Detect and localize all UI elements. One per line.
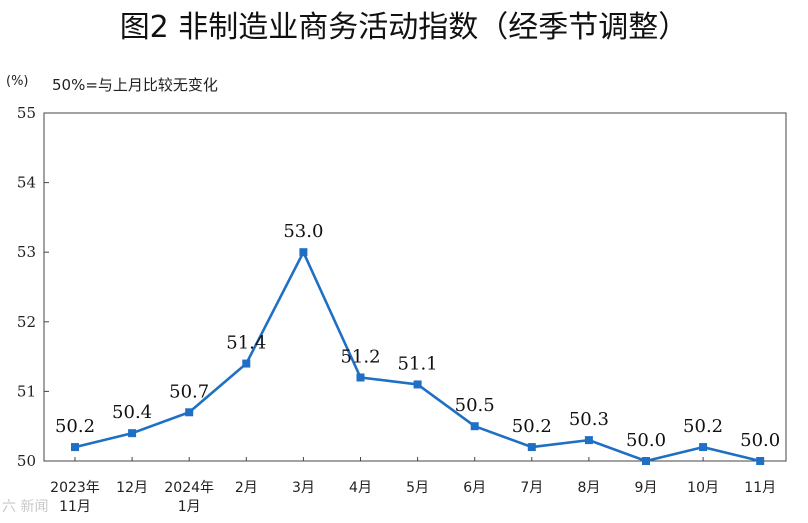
data-point-marker <box>413 380 422 389</box>
x-tick-label: 2023年 <box>50 480 100 496</box>
y-tick-label: 51 <box>17 382 36 400</box>
data-label: 50.4 <box>112 402 152 423</box>
data-label: 50.2 <box>55 416 95 437</box>
data-point-marker <box>71 443 79 452</box>
x-tick-label: 11月 <box>59 499 91 515</box>
data-labels: 50.2 50.4 50.7 51.4 53.0 51.2 51.1 50.5 50.2 50.3… <box>55 221 780 451</box>
chart-title: 图2 非制造业商务活动指数（经季节调整） <box>119 10 689 45</box>
y-tick-label: 50 <box>17 452 36 470</box>
data-point-marker <box>699 443 708 452</box>
x-tick-label: 5月 <box>406 480 429 496</box>
y-tick-label: 53 <box>17 243 36 261</box>
x-axis: 2023年 11月 12月 2024年 1月 2月 3月 4月 5月 6月 7月 8月 9月 10月 11月 <box>50 457 776 515</box>
y-tick-label: 54 <box>17 174 36 192</box>
x-tick-label: 6月 <box>463 480 486 496</box>
x-tick-label: 8月 <box>577 480 600 496</box>
data-point-marker <box>470 422 479 431</box>
x-tick-label: 9月 <box>635 480 658 496</box>
x-tick-label: 12月 <box>116 480 148 496</box>
series-markers <box>71 248 765 465</box>
x-tick-label: 2月 <box>235 480 258 496</box>
data-label: 51.1 <box>398 353 438 374</box>
data-label: 50.5 <box>455 395 495 416</box>
x-tick-label: 7月 <box>520 480 543 496</box>
data-label: 51.4 <box>226 333 266 354</box>
data-label: 50.7 <box>169 381 209 402</box>
data-point-marker <box>185 408 194 417</box>
data-point-marker <box>299 248 308 257</box>
y-axis-unit: (%) <box>6 74 29 89</box>
watermark-logo: 六 新闻 <box>2 499 49 515</box>
y-tick-label: 52 <box>17 313 36 331</box>
x-tick-label: 3月 <box>292 480 315 496</box>
y-axis: 50 51 52 53 54 55 <box>17 104 49 470</box>
x-tick-label: 4月 <box>349 480 372 496</box>
data-label: 50.0 <box>626 430 666 451</box>
data-label: 50.0 <box>740 430 780 451</box>
data-point-marker <box>756 457 765 465</box>
data-label: 50.2 <box>683 416 723 437</box>
x-tick-label: 2024年 <box>164 480 214 496</box>
reference-note: 50%=与上月比较无变化 <box>52 76 218 94</box>
data-point-marker <box>242 359 251 368</box>
plot-area <box>43 112 787 462</box>
x-tick-label: 11月 <box>744 480 776 496</box>
x-tick-label: 1月 <box>178 499 201 515</box>
data-point-marker <box>642 457 650 465</box>
y-tick-label: 55 <box>17 104 36 122</box>
data-point-marker <box>527 443 536 452</box>
data-point-marker <box>584 436 593 445</box>
data-point-marker <box>356 373 365 382</box>
x-tick-label: 10月 <box>687 480 719 496</box>
data-label: 51.2 <box>340 346 380 367</box>
data-label: 53.0 <box>283 221 323 242</box>
data-label: 50.3 <box>569 409 609 430</box>
data-label: 50.2 <box>512 416 552 437</box>
data-point-marker <box>128 429 137 438</box>
